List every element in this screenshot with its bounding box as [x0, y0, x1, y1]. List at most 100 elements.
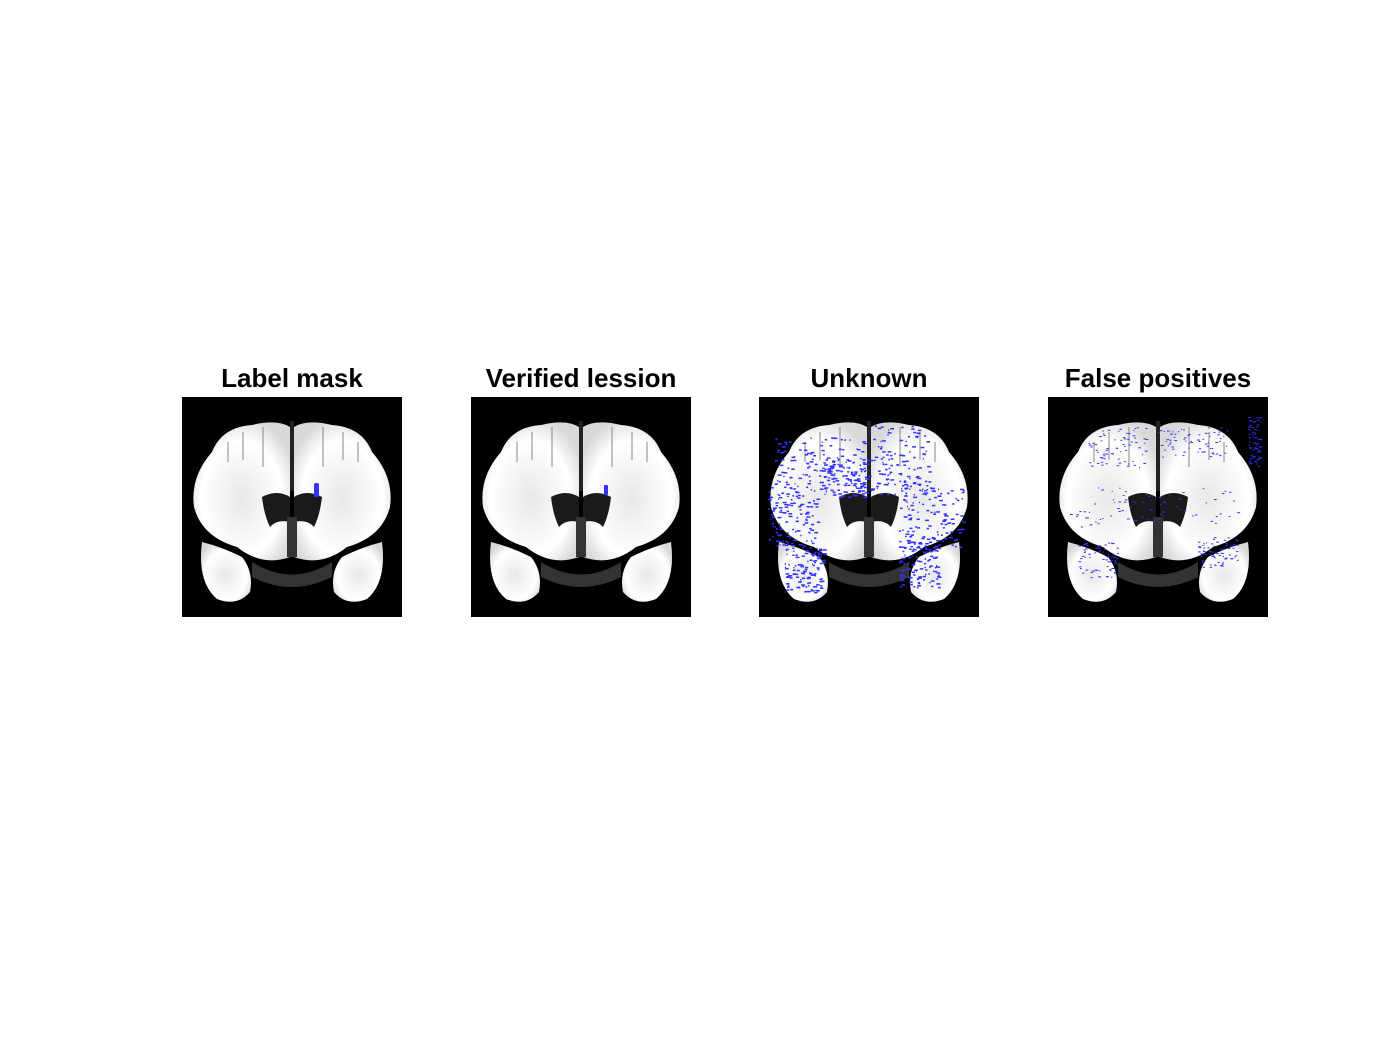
unknown-voxel [924, 545, 927, 547]
unknown-voxel [943, 519, 947, 521]
unknown-voxel [786, 583, 789, 585]
unknown-voxel [904, 444, 908, 447]
unknown-voxel [816, 567, 820, 569]
unknown-voxel [937, 547, 939, 550]
panel-title: Label mask [221, 363, 363, 393]
false-positive-voxel [1118, 510, 1121, 512]
unknown-voxel [824, 493, 826, 496]
false-positive-voxel [1215, 442, 1219, 443]
unknown-voxel [861, 493, 866, 495]
unknown-voxel [866, 463, 870, 465]
false-positive-voxel [1214, 564, 1216, 566]
false-positive-voxel [1248, 428, 1250, 430]
unknown-voxel [813, 469, 817, 471]
unknown-voxel [839, 470, 841, 472]
false-positive-voxel [1217, 561, 1220, 563]
unknown-voxel [925, 480, 928, 483]
unknown-voxel [858, 480, 861, 482]
false-positive-voxel [1097, 547, 1101, 549]
unknown-voxel [832, 463, 836, 466]
unknown-voxel [798, 581, 802, 583]
unknown-voxel [928, 559, 931, 561]
unknown-voxel [928, 498, 931, 501]
false-positive-voxel [1143, 463, 1147, 464]
unknown-voxel [781, 492, 785, 494]
unknown-voxel [806, 486, 809, 489]
false-positive-voxel [1112, 543, 1115, 545]
false-positive-voxel [1097, 546, 1100, 548]
unknown-voxel [805, 519, 808, 522]
unknown-voxel [923, 579, 926, 581]
left-ventricle [839, 493, 867, 527]
false-positive-voxel [1134, 437, 1137, 439]
unknown-voxel [811, 458, 814, 460]
false-positive-voxel [1126, 518, 1130, 520]
false-positive-voxel [1106, 556, 1110, 558]
false-positive-voxel [1126, 438, 1130, 440]
unknown-voxel [904, 495, 908, 497]
unknown-voxel [815, 586, 818, 588]
unknown-voxel [924, 493, 927, 496]
unknown-voxel [816, 498, 821, 500]
false-positive-voxel [1105, 555, 1107, 557]
unknown-voxel [809, 559, 813, 561]
false-positive-voxel [1213, 539, 1215, 540]
unknown-voxel [778, 543, 779, 546]
false-positive-voxel [1221, 553, 1225, 555]
unknown-voxel [907, 475, 911, 478]
unknown-voxel [889, 432, 892, 434]
unknown-voxel [856, 478, 861, 480]
sulcus [1223, 442, 1225, 462]
unknown-voxel [854, 494, 858, 497]
unknown-voxel [821, 553, 823, 555]
false-positive-voxel [1111, 453, 1114, 455]
unknown-voxel [917, 467, 919, 470]
unknown-voxel [887, 482, 889, 485]
false-positive-voxel [1132, 435, 1136, 437]
unknown-voxel [913, 482, 917, 484]
false-positive-voxel [1085, 569, 1089, 571]
midline-fissure [867, 421, 871, 491]
unknown-voxel [947, 515, 949, 517]
unknown-voxel [792, 573, 797, 575]
unknown-voxel [806, 506, 810, 508]
unknown-voxel [960, 528, 965, 531]
unknown-voxel [816, 521, 821, 523]
unknown-voxel [785, 443, 788, 446]
unknown-voxel [773, 507, 777, 509]
unknown-voxel [937, 575, 941, 578]
false-positive-voxel [1173, 436, 1176, 438]
false-positive-voxel [1222, 548, 1225, 550]
false-positive-voxel [1206, 445, 1209, 447]
unknown-voxel [811, 523, 815, 526]
unknown-voxel [907, 530, 910, 533]
unknown-voxel [829, 465, 834, 468]
unknown-voxel [925, 573, 927, 576]
unknown-voxel [908, 518, 912, 521]
unknown-voxel [913, 494, 916, 496]
unknown-voxel [898, 473, 903, 475]
unknown-voxel [951, 523, 955, 525]
unknown-voxel [785, 549, 788, 552]
false-positive-voxel [1127, 433, 1131, 434]
unknown-voxel [817, 568, 820, 571]
false-positive-voxel [1211, 448, 1214, 449]
unknown-voxel [859, 464, 861, 466]
false-positive-voxel [1145, 428, 1148, 429]
false-positive-voxel [1145, 439, 1149, 440]
unknown-voxel [929, 566, 931, 568]
sulcus [934, 442, 936, 462]
false-positive-voxel [1088, 444, 1092, 446]
unknown-voxel [903, 562, 906, 565]
false-positive-voxel [1198, 551, 1201, 553]
unknown-voxel [945, 532, 949, 534]
third-ventricle [287, 517, 297, 557]
unknown-voxel [925, 450, 927, 453]
third-ventricle [1153, 517, 1163, 557]
unknown-voxel [917, 429, 922, 432]
unknown-voxel [922, 488, 924, 490]
unknown-voxel [817, 590, 820, 592]
false-positive-voxel [1254, 421, 1257, 423]
unknown-voxel [795, 495, 799, 498]
unknown-voxel [804, 449, 808, 452]
